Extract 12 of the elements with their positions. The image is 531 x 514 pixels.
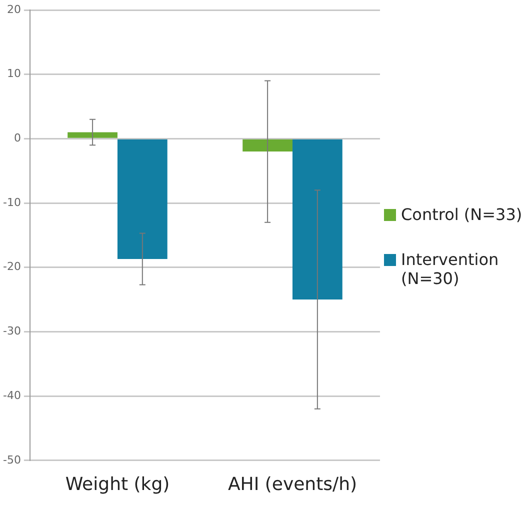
x-tick-label: Weight (kg)	[65, 474, 170, 495]
y-tick-label: -10	[3, 196, 21, 209]
y-tick-label: 10	[6, 67, 21, 80]
x-tick-label: AHI (events/h)	[228, 474, 358, 495]
y-tick-label: -20	[3, 260, 21, 274]
y-tick-label: -30	[3, 324, 21, 338]
y-tick-label: -50	[3, 453, 21, 466]
legend-label: Intervention (N=30)	[401, 250, 500, 288]
y-tick-label: 0	[14, 132, 21, 145]
y-tick-label: 20	[6, 2, 21, 16]
y-tick-label: -40	[3, 388, 21, 402]
legend-label: Control (N=33)	[401, 205, 522, 224]
